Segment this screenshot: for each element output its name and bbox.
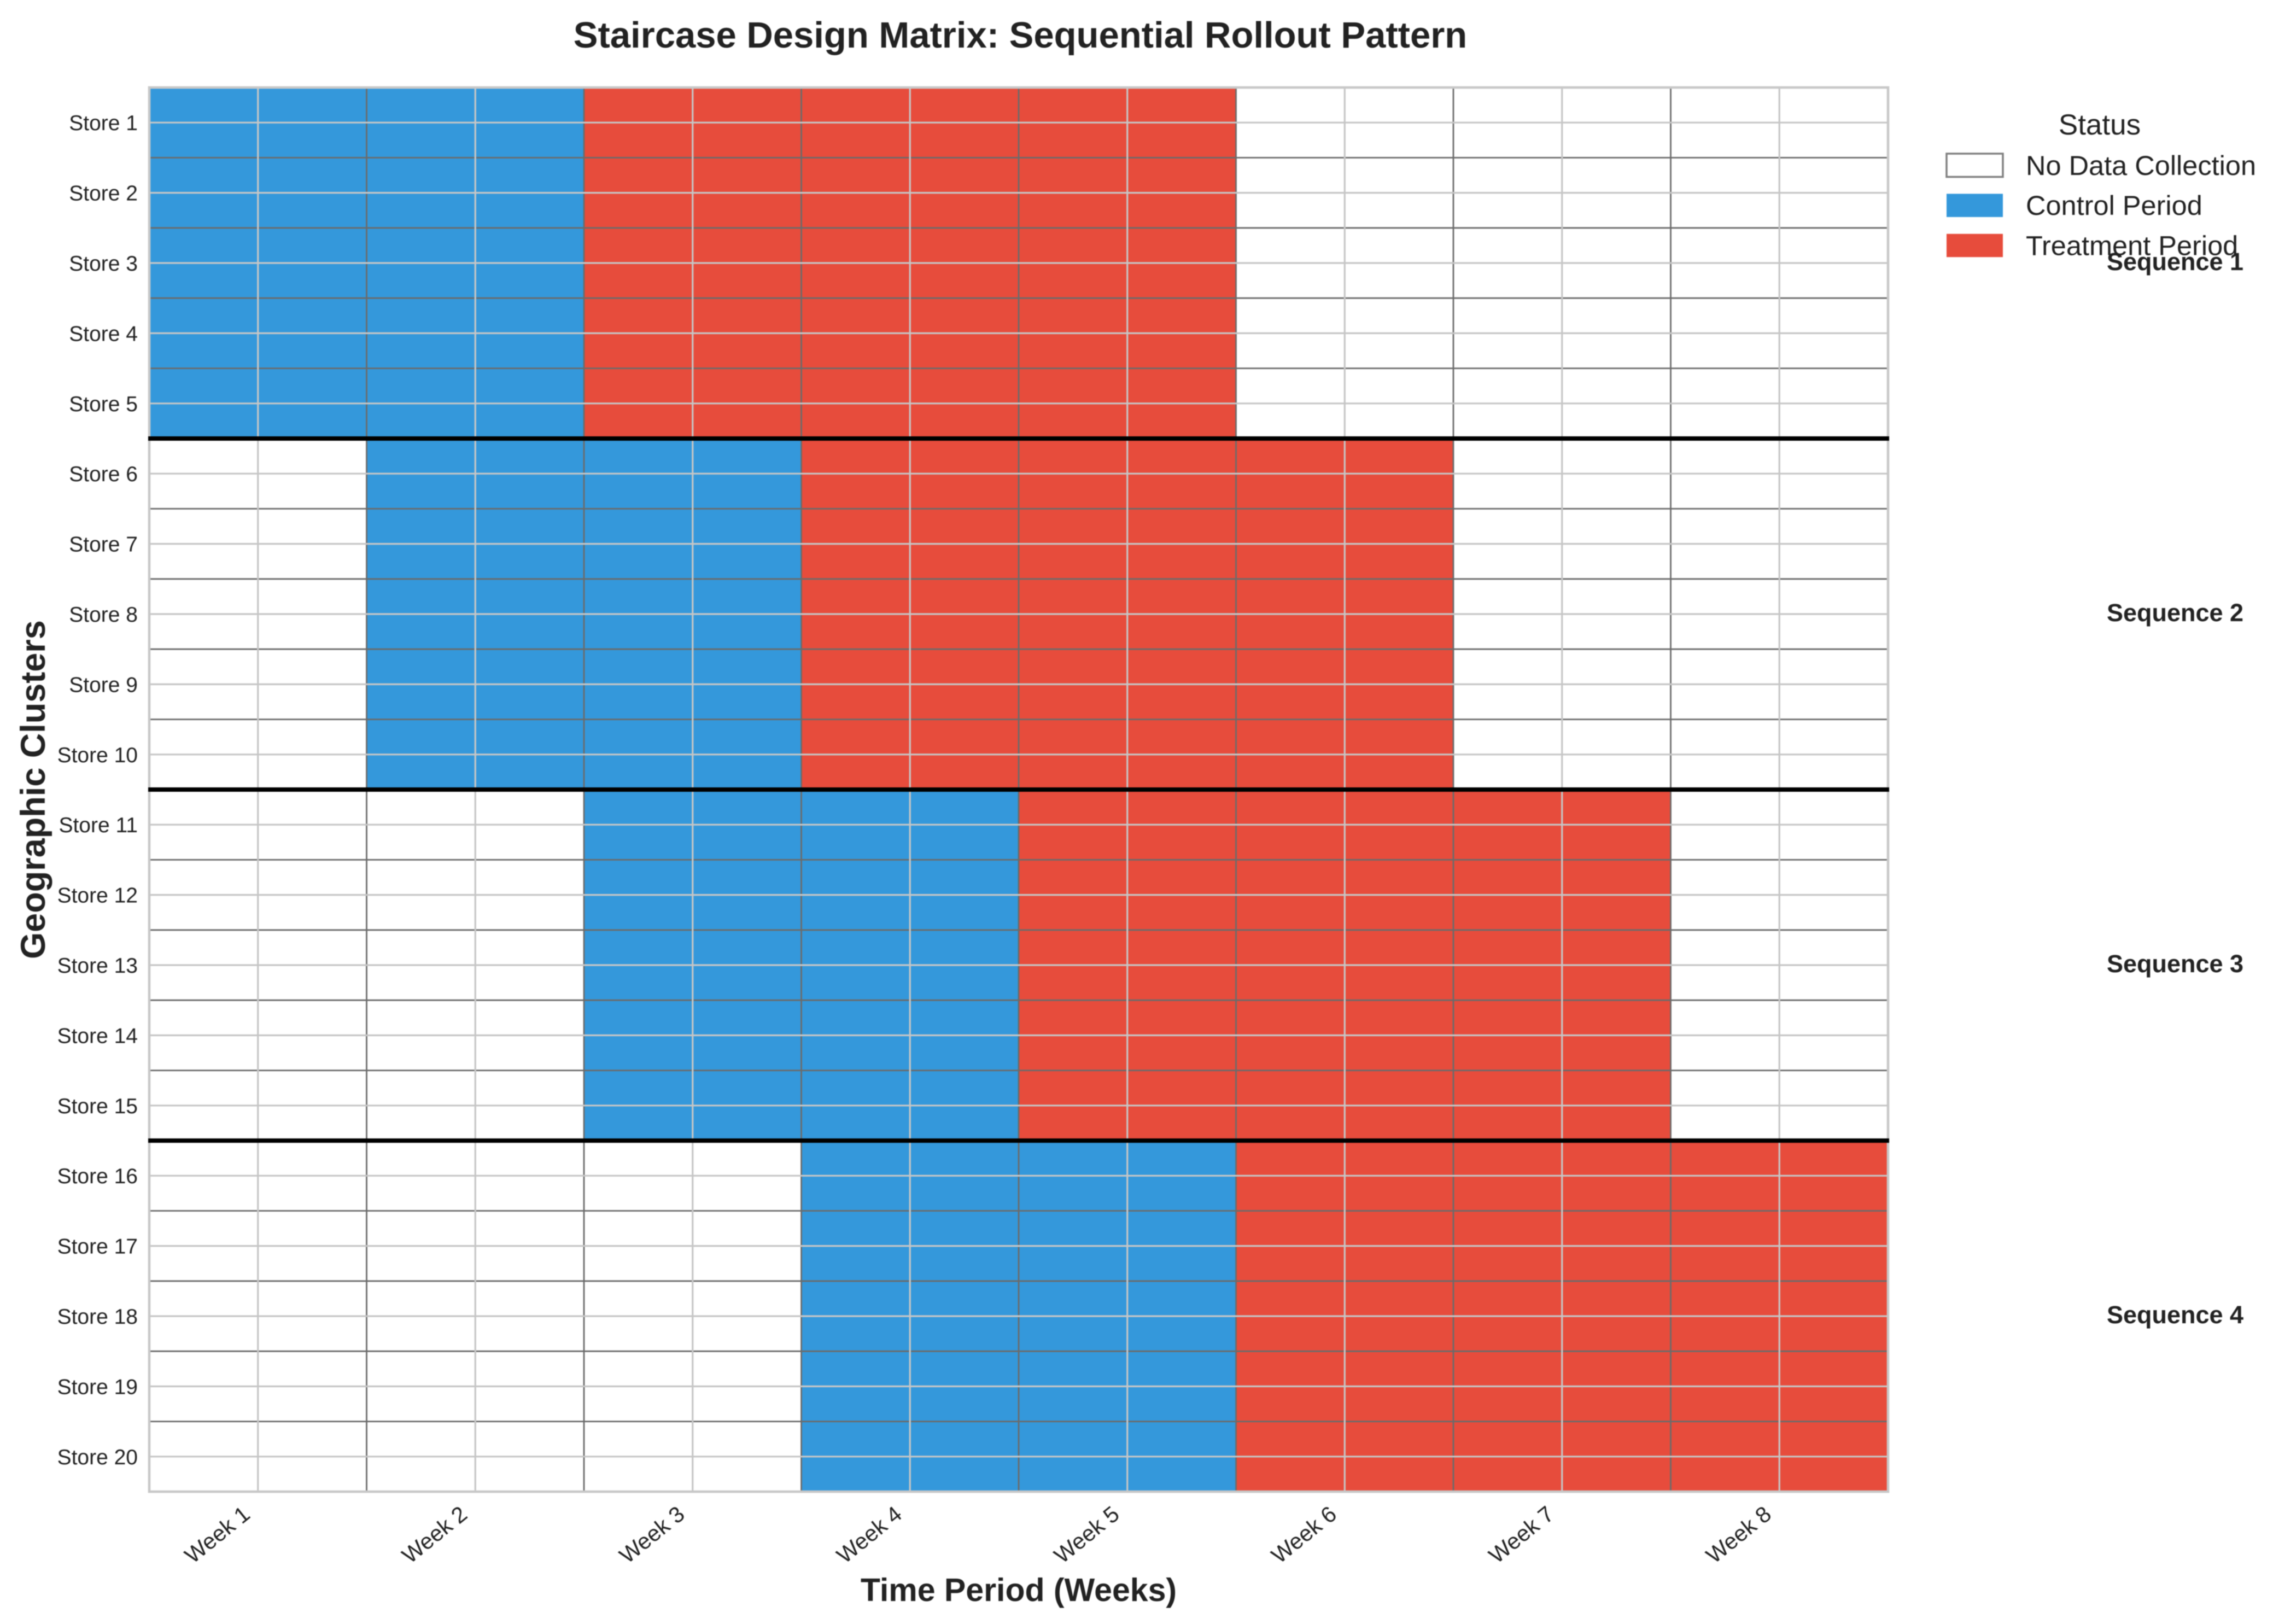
svg-text:Store 10: Store 10 <box>57 744 138 767</box>
svg-text:Sequence 2: Sequence 2 <box>2107 599 2243 627</box>
svg-text:Sequence 4: Sequence 4 <box>2107 1301 2243 1329</box>
svg-text:Control Period: Control Period <box>2026 190 2202 221</box>
svg-text:Sequence 1: Sequence 1 <box>2107 248 2243 276</box>
svg-text:Store 4: Store 4 <box>69 322 138 346</box>
svg-text:Store 1: Store 1 <box>69 112 138 135</box>
svg-text:Store 7: Store 7 <box>69 533 138 557</box>
svg-text:Store 19: Store 19 <box>57 1375 138 1399</box>
svg-text:Geographic Clusters: Geographic Clusters <box>14 620 52 959</box>
svg-text:Store 12: Store 12 <box>57 884 138 908</box>
svg-text:Store 13: Store 13 <box>57 954 138 978</box>
svg-text:Store 15: Store 15 <box>57 1095 138 1118</box>
svg-text:Store 17: Store 17 <box>57 1235 138 1259</box>
svg-text:No Data Collection: No Data Collection <box>2026 150 2256 181</box>
svg-text:Store 8: Store 8 <box>69 603 138 627</box>
svg-text:Store 6: Store 6 <box>69 463 138 486</box>
svg-text:Time Period (Weeks): Time Period (Weeks) <box>861 1572 1177 1608</box>
svg-text:Treatment Period: Treatment Period <box>2026 230 2238 261</box>
svg-text:Store 11: Store 11 <box>59 814 138 837</box>
svg-text:Staircase Design Matrix: Seque: Staircase Design Matrix: Sequential Roll… <box>574 15 1467 56</box>
svg-text:Store 5: Store 5 <box>69 393 138 416</box>
svg-text:Store 9: Store 9 <box>69 673 138 697</box>
svg-text:Status: Status <box>2059 109 2141 141</box>
svg-text:Store 3: Store 3 <box>69 252 138 276</box>
svg-text:Sequence 3: Sequence 3 <box>2107 950 2243 978</box>
svg-text:Store 2: Store 2 <box>69 182 138 206</box>
svg-text:Store 18: Store 18 <box>57 1305 138 1329</box>
svg-text:Store 14: Store 14 <box>57 1024 138 1048</box>
svg-text:Store 20: Store 20 <box>57 1446 138 1469</box>
svg-text:Store 16: Store 16 <box>57 1165 138 1188</box>
